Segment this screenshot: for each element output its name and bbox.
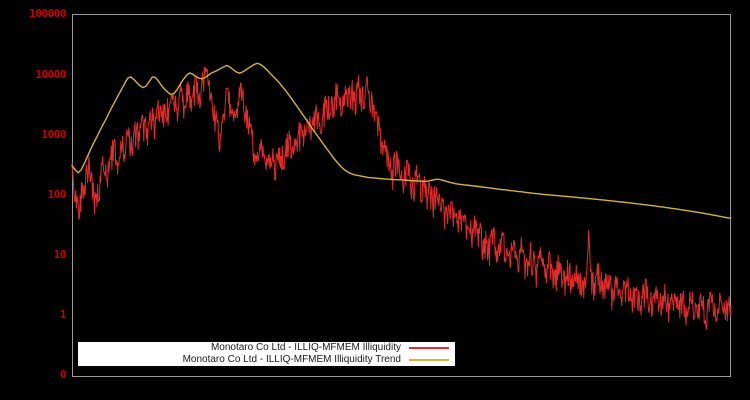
y-axis-tick-labels: 100000 10000 1000 100 10 1 0 <box>0 0 66 400</box>
y-axis-tick-10000: 10000 <box>35 68 66 81</box>
legend-label-illiquidity-trend: Monotaro Co Ltd - ILLIQ-MFMEM Illiquidit… <box>182 354 401 365</box>
series-line-illiquidity <box>71 66 732 330</box>
y-axis-tick-10: 10 <box>53 248 67 261</box>
legend-entry-1: Monotaro Co Ltd - ILLIQ-MFMEM Illiquidit… <box>78 354 455 366</box>
legend: Monotaro Co Ltd - ILLIQ-MFMEM Illiquidit… <box>77 341 456 367</box>
y-axis-tick-1: 1 <box>59 308 67 321</box>
legend-entry-0: Monotaro Co Ltd - ILLIQ-MFMEM Illiquidit… <box>78 342 455 354</box>
y-axis-tick-0: 0 <box>59 368 67 381</box>
y-axis-tick-100: 100 <box>47 188 67 201</box>
legend-swatch-illiquidity-trend <box>409 359 449 361</box>
legend-label-illiquidity: Monotaro Co Ltd - ILLIQ-MFMEM Illiquidit… <box>210 342 401 353</box>
legend-swatch-illiquidity <box>409 347 449 349</box>
y-axis-tick-1000: 1000 <box>41 128 67 141</box>
series-line-illiquidity-trend <box>71 62 732 219</box>
y-axis-tick-100000: 100000 <box>29 7 66 20</box>
series-layer <box>71 62 732 330</box>
plot-frame <box>72 14 731 377</box>
